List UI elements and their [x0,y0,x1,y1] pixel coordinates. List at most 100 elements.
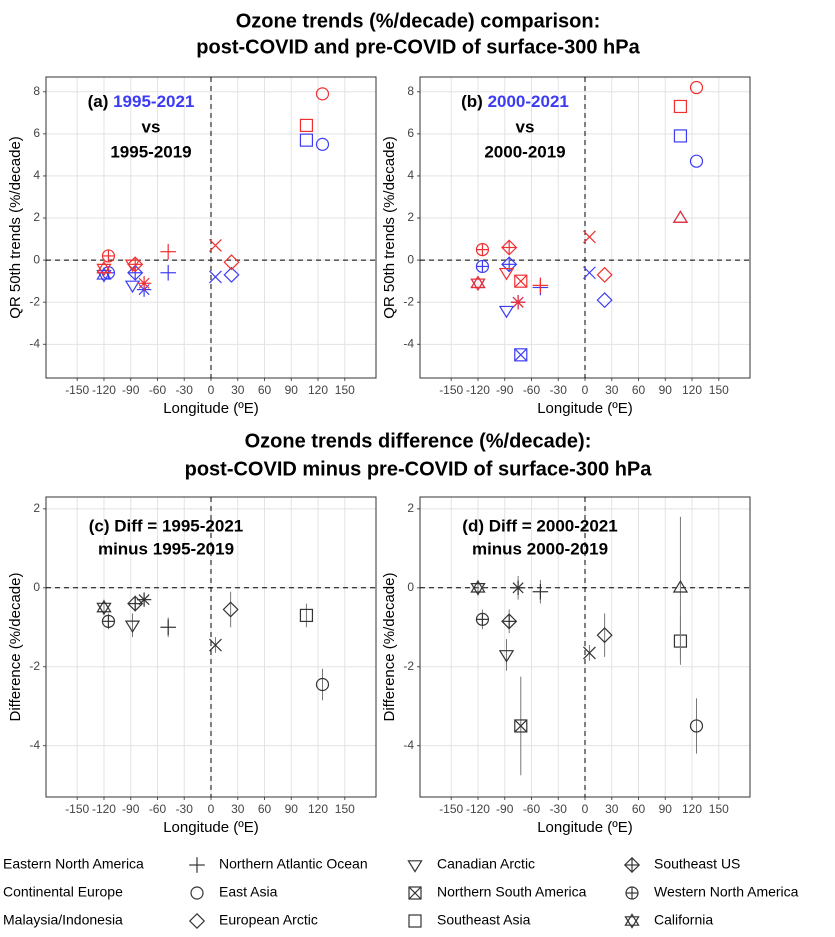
legend-label: Northern Atlantic Ocean [219,856,368,872]
marker-stroke [408,886,422,900]
panel: -150 -120 -90 -60 -30 0 30 60 90 120 150 -4 -2 0 2 4 6 8 L… [7,76,377,417]
point [96,260,112,277]
point [689,719,704,733]
x-tick-label: -150 [439,802,463,816]
y-tick-label: 4 [407,168,414,182]
panel-letter: (a) [88,92,109,111]
marker-outline [315,137,330,151]
marker-outline [514,719,528,733]
y-tick-label: 0 [407,580,414,594]
marker-outline [498,650,515,663]
marker-outline [514,348,528,362]
x-tick-label: 90 [659,802,673,816]
y-tick-label: -2 [403,294,414,308]
point [501,239,518,256]
point [222,601,239,618]
period-new: 2000-2021 [488,92,569,111]
marker-outline [624,916,640,929]
panel-label: vs [142,117,161,136]
y-tick-label: 8 [407,84,414,98]
marker-outline [299,118,314,133]
marker-outline [673,129,688,143]
point [689,154,704,168]
marker-outline [299,608,314,623]
point [514,348,528,362]
legend-key [623,856,641,874]
x-tick-label: 30 [605,802,619,816]
point [315,87,330,101]
marker-outline [96,263,112,277]
x-tick-label: -30 [550,802,568,816]
x-tick-label: -120 [92,383,116,397]
x-tick-label: 120 [682,802,702,816]
x-tick-label: 60 [632,383,646,397]
marker-outline [672,210,689,223]
marker-outline [188,912,206,930]
legend-label: Southeast US [654,856,740,872]
point [583,646,596,660]
x-tick-label: 60 [258,383,272,397]
marker-outline [470,580,486,593]
x-tick-label: 150 [709,802,729,816]
x-tick-label: 60 [258,802,272,816]
x-tick-label: 30 [231,383,245,397]
legend-key [408,914,422,928]
x-tick-label: -60 [523,383,541,397]
marker-stroke [209,638,222,652]
y-tick-label: -4 [29,336,40,350]
x-tick-label: 120 [682,383,702,397]
y-tick-label: 2 [407,501,414,515]
y-tick-label: 0 [33,252,40,266]
marker-outline [407,860,423,873]
marker-outline [673,99,688,114]
legend-key [188,912,206,930]
y-tick-label: -4 [403,336,414,350]
point [498,305,515,319]
point [160,264,176,281]
marker-outline [514,274,528,288]
x-tick-label: -150 [439,383,463,397]
y-tick-label: 2 [33,501,40,515]
point [532,277,549,294]
x-tick-label: 60 [632,802,646,816]
marker-outline [672,580,689,593]
x-tick-label: -90 [122,383,140,397]
y-tick-label: -2 [29,294,40,308]
legend-key [190,886,204,900]
x-tick-label: -150 [65,802,89,816]
point [127,256,144,273]
marker-outline [96,267,112,280]
marker-outline [624,913,640,926]
y-tick-label: 0 [33,580,40,594]
point [501,613,518,630]
marker-stroke [209,270,222,284]
marker-outline [470,275,486,289]
marker-outline [689,80,704,95]
x-axis-label: Longitude (ºE) [537,400,633,417]
point [124,280,141,294]
x-tick-label: -90 [496,383,514,397]
point [583,266,596,280]
marker-stroke [514,274,528,288]
point [315,677,330,692]
y-axis-label: Difference (%/decade) [7,573,24,722]
point [223,266,240,283]
panel-label: minus 1995-2019 [98,539,234,558]
y-tick-label: 0 [407,252,414,266]
point [470,275,486,292]
marker-stroke [514,719,528,733]
point [672,580,689,593]
figure-title: post-COVID minus pre-COVID of surface-30… [185,458,653,480]
point [532,583,549,600]
x-axis-label: Longitude (ºE) [537,819,633,836]
x-tick-label: -120 [466,802,490,816]
point [596,292,613,309]
marker-outline [408,886,422,900]
marker-stroke [514,348,528,362]
point [673,99,688,114]
point [209,270,222,284]
point [596,266,613,283]
x-tick-label: 90 [285,802,299,816]
x-tick-label: 90 [285,383,299,397]
point [672,210,689,223]
